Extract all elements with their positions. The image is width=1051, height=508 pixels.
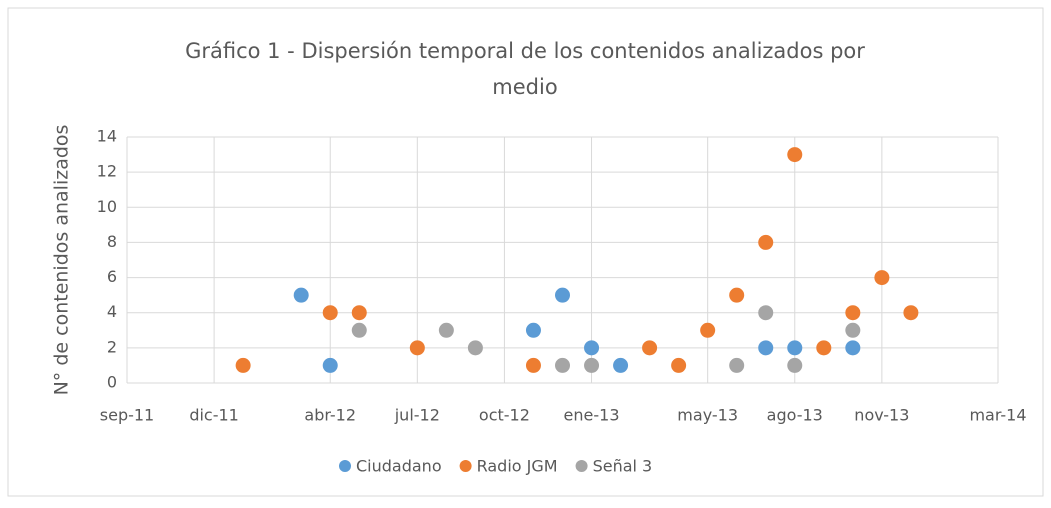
point (787, 147, 803, 163)
x-tick-label: dic-11 (189, 406, 239, 425)
y-tick-label: 12 (97, 162, 117, 181)
point (845, 305, 861, 321)
point (671, 357, 687, 373)
point (293, 287, 309, 303)
legend-swatch (339, 460, 351, 472)
point (787, 357, 803, 373)
y-tick-label: 4 (107, 302, 117, 321)
point (525, 357, 541, 373)
x-tick-label: oct-12 (479, 406, 530, 425)
point (845, 322, 861, 338)
point (584, 340, 600, 356)
point (525, 322, 541, 338)
point (584, 357, 600, 373)
point (758, 305, 774, 321)
legend-swatch (459, 460, 472, 472)
legend-swatch (575, 460, 588, 472)
y-tick-label: 2 (107, 337, 117, 356)
point (235, 357, 251, 373)
legend-label: Señal 3 (593, 457, 653, 476)
x-tick-label: may-13 (677, 406, 738, 425)
point (816, 340, 832, 356)
legend-label: Ciudadano (356, 457, 442, 476)
point (409, 340, 425, 356)
y-tick-label: 8 (107, 232, 117, 251)
point (613, 357, 629, 373)
y-tick-label: 14 (97, 127, 117, 146)
point (351, 305, 367, 321)
point (555, 287, 570, 303)
point (351, 322, 367, 338)
point (758, 234, 774, 250)
point (903, 305, 919, 321)
point (700, 322, 716, 338)
x-tick-label: sep-11 (100, 406, 154, 425)
point (729, 287, 745, 303)
point (438, 322, 454, 338)
x-tick-label: ene-13 (564, 406, 620, 425)
point (322, 357, 338, 373)
chart-border (7, 7, 1044, 497)
legend-label: Radio JGM (477, 457, 558, 476)
point (642, 340, 658, 356)
point (787, 340, 803, 356)
point (758, 340, 774, 356)
point (845, 340, 861, 356)
x-tick-label: nov-13 (854, 406, 909, 425)
point (467, 340, 483, 356)
x-tick-label: ago-13 (767, 406, 823, 425)
x-tick-label: mar-14 (969, 406, 1026, 425)
y-tick-label: 10 (97, 197, 117, 216)
point (729, 357, 745, 373)
y-tick-label: 6 (107, 267, 117, 286)
point (322, 305, 338, 321)
chart-title: Gráfico 1 - Dispersión temporal de los c… (185, 39, 865, 99)
y-axis-label: N° de contenidos analizados (51, 125, 73, 396)
point (874, 270, 890, 286)
x-tick-label: abr-12 (304, 406, 356, 425)
x-tick-label: jul-12 (394, 406, 440, 425)
point (555, 357, 570, 373)
y-tick-label: 0 (107, 373, 117, 392)
